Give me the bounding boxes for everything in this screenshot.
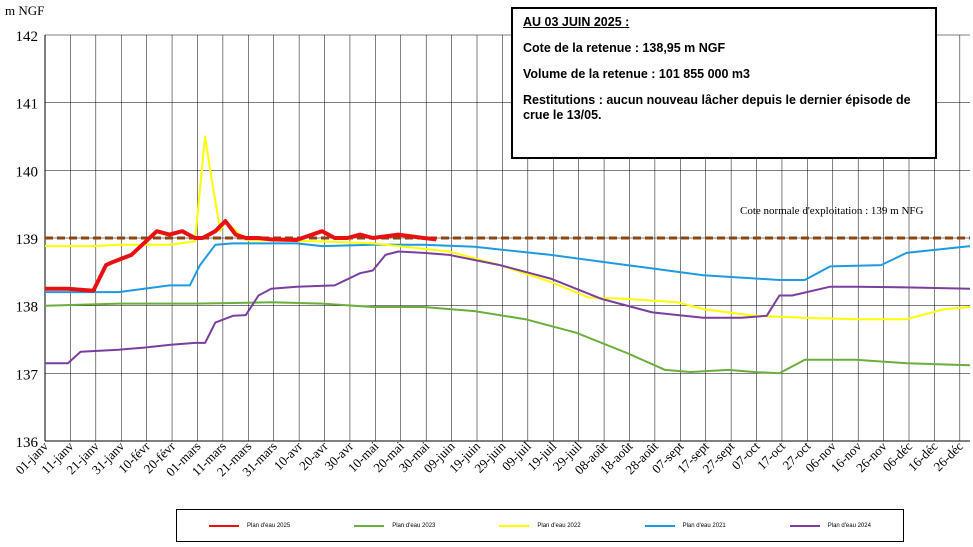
reference-line-label: Cote normale d'exploitation : 139 m NFG	[740, 205, 924, 217]
x-tick-label: 17-oct	[754, 438, 788, 472]
legend-label-2021: Plan d'eau 2021	[682, 522, 726, 529]
legend-item: Plan d'eau 2021	[644, 522, 726, 529]
legend-swatch-2023	[354, 524, 385, 527]
y-tick-label: 142	[16, 29, 39, 45]
y-tick-label: 136	[16, 435, 39, 451]
y-tick-label: 141	[16, 97, 39, 113]
info-cote: Cote de la retenue : 138,95 m NGF	[523, 41, 726, 55]
info-restitutions: Restitutions : aucun nouveau lâcher depu…	[523, 93, 911, 122]
legend-item: Plan d'eau 2022	[499, 522, 581, 529]
legend-item: Plan d'eau 2024	[789, 522, 871, 529]
x-tick-label: 26-déc	[930, 438, 966, 474]
y-tick-label: 139	[16, 232, 39, 248]
legend-item: Plan d'eau 2025	[209, 523, 290, 529]
legend-label-2022: Plan d'eau 2022	[537, 522, 581, 529]
y-tick-label: 138	[16, 300, 39, 316]
series-line-2025	[45, 219, 437, 293]
legend-swatch-2022	[499, 524, 530, 527]
legend-label-2024: Plan d'eau 2024	[827, 522, 871, 529]
info-volume: Volume de la retenue : 101 855 000 m3	[523, 67, 750, 81]
series-line-2021	[45, 242, 971, 294]
legend-label-2023: Plan d'eau 2023	[392, 522, 436, 529]
series-line-2024	[45, 250, 971, 365]
legend-swatch-2021	[644, 524, 675, 527]
legend-swatch-2024	[789, 524, 820, 527]
info-box: AU 03 JUIN 2025 : Cote de la retenue : 1…	[511, 7, 937, 159]
legend: Plan d'eau 2025 Plan d'eau 2023 Plan d'e…	[176, 509, 904, 542]
x-tick-label: 07-oct	[729, 438, 763, 472]
series-line-2022	[45, 135, 971, 321]
y-tick-label: 137	[16, 367, 39, 383]
series-line-2023	[44, 301, 971, 375]
legend-label-2025: Plan d'eau 2025	[247, 522, 291, 529]
info-date-title: AU 03 JUIN 2025 :	[523, 15, 630, 29]
y-tick-label: 140	[16, 164, 39, 180]
legend-swatch-2025	[209, 524, 239, 527]
y-axis-unit-label: m NGF	[5, 3, 45, 18]
legend-item: Plan d'eau 2023	[354, 523, 435, 529]
